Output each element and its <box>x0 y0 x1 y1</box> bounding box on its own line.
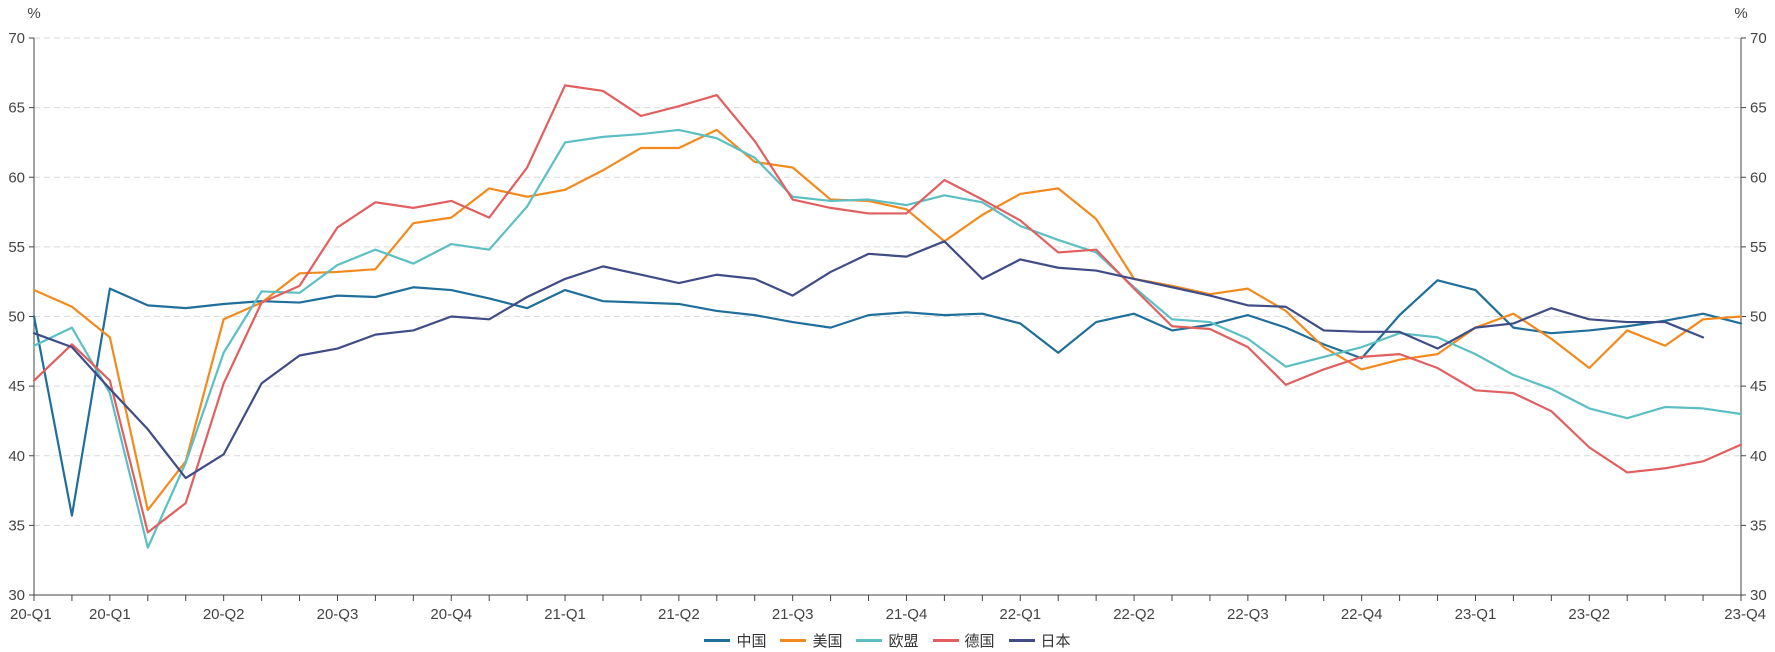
legend-swatch <box>704 639 731 642</box>
legend-swatch <box>780 639 807 642</box>
legend-swatch <box>932 639 959 642</box>
left-tick-label-35: 35 <box>8 517 25 534</box>
x-tick-label: 21-Q3 <box>772 606 814 623</box>
right-tick-label-60: 60 <box>1750 169 1767 186</box>
grid-lines <box>34 37 1741 526</box>
x-tick-label: 21-Q1 <box>544 606 586 623</box>
right-tick-label-65: 65 <box>1750 100 1767 117</box>
x-tick-label: 20-Q2 <box>203 606 245 623</box>
left-tick-label-40: 40 <box>8 448 25 465</box>
legend-label: 德国 <box>964 633 995 650</box>
legend-item-2[interactable]: 欧盟 <box>856 630 919 651</box>
x-tick-label: 20-Q3 <box>317 606 359 623</box>
left-axis-unit: % <box>27 5 40 22</box>
x-tick-label: 22-Q1 <box>999 606 1041 623</box>
x-tick-label: 20-Q4 <box>430 606 472 623</box>
left-tick-label-45: 45 <box>8 378 25 395</box>
legend: 中国 美国 欧盟 德国 日本 <box>0 630 1775 651</box>
legend-item-1[interactable]: 美国 <box>780 630 842 651</box>
x-tick-label: 21-Q2 <box>658 606 700 623</box>
x-tick-label: 23-Q2 <box>1568 606 1610 623</box>
legend-item-3[interactable]: 德国 <box>932 630 995 651</box>
legend-swatch <box>1008 639 1035 642</box>
legend-item-4[interactable]: 日本 <box>1008 630 1071 651</box>
series-line-3 <box>32 84 1743 534</box>
x-tick-label: 23-Q1 <box>1455 606 1497 623</box>
left-tick-label-50: 50 <box>8 309 25 326</box>
right-tick-label-35: 35 <box>1750 517 1767 534</box>
left-tick-label-60: 60 <box>8 169 25 186</box>
right-tick-label-30: 30 <box>1750 587 1767 604</box>
legend-label: 日本 <box>1040 633 1071 650</box>
axes: % % 30 30 35 35 40 40 45 45 50 50 55 55 60 60 65 65 70 70 20… <box>8 5 1766 623</box>
right-axis-unit: % <box>1734 5 1747 22</box>
x-tick-label: 21-Q4 <box>886 606 928 623</box>
series-line-2 <box>32 128 1743 549</box>
x-tick-label: 22-Q2 <box>1113 606 1155 623</box>
legend-label: 美国 <box>812 633 843 650</box>
left-tick-label-70: 70 <box>8 30 25 47</box>
series-line-1 <box>32 128 1743 512</box>
x-tick-label: 20-Q1 <box>10 606 52 623</box>
right-tick-label-50: 50 <box>1750 309 1767 326</box>
series-line-4 <box>32 240 1705 480</box>
right-tick-label-55: 55 <box>1750 239 1767 256</box>
x-tick-label: 20-Q1 <box>89 606 131 623</box>
series-line-0 <box>32 279 1743 517</box>
x-tick-label: 22-Q4 <box>1341 606 1383 623</box>
right-tick-label-70: 70 <box>1750 30 1767 47</box>
legend-item-0[interactable]: 中国 <box>704 630 766 651</box>
left-tick-label-55: 55 <box>8 239 25 256</box>
x-tick-label: 22-Q3 <box>1227 606 1269 623</box>
right-tick-label-45: 45 <box>1750 378 1767 395</box>
x-tick-label: 23-Q4 <box>1724 606 1766 623</box>
legend-label: 中国 <box>736 633 767 650</box>
right-tick-label-40: 40 <box>1750 448 1767 465</box>
left-tick-label-65: 65 <box>8 100 25 117</box>
legend-swatch <box>856 639 883 642</box>
legend-label: 欧盟 <box>888 633 919 650</box>
left-tick-label-30: 30 <box>8 587 25 604</box>
series-lines <box>32 84 1743 549</box>
